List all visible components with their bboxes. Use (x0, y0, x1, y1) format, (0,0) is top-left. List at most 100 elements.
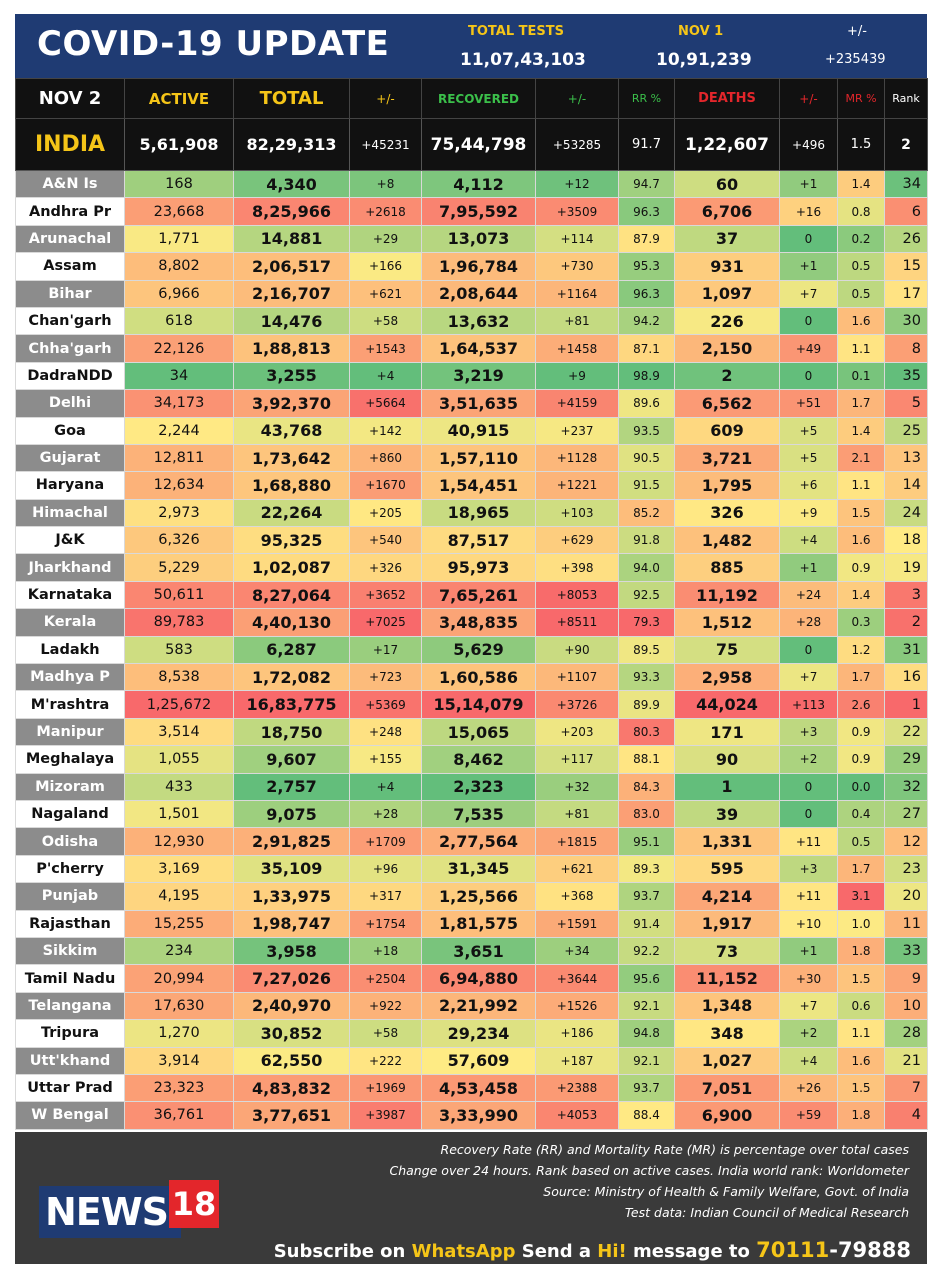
recovered-change: +1815 (535, 827, 619, 856)
rank: 14 (884, 471, 928, 500)
deaths: 44,024 (674, 690, 780, 719)
recovered: 13,073 (421, 224, 536, 254)
state-name: W Bengal (15, 1101, 125, 1130)
active-cases: 6,326 (124, 526, 234, 555)
table-row: Chan'garh 618 14,476 +58 13,632 +81 94.2 226 0 1.… (15, 306, 928, 336)
deaths: 1,512 (674, 608, 780, 637)
mortality-rate: 2.1 (837, 443, 885, 473)
deaths-change: 0 (779, 306, 838, 336)
recovered-change: +2388 (535, 1073, 619, 1103)
rank: 3 (884, 580, 928, 610)
deaths-change: 0 (779, 772, 838, 801)
state-name: Rajasthan (15, 909, 125, 938)
deaths: 885 (674, 553, 780, 582)
mortality-rate: 1.7 (837, 389, 885, 418)
recovery-rate: 87.1 (618, 334, 675, 363)
news18-logo: NEWS 18 (39, 1180, 219, 1244)
active-cases: 12,811 (124, 443, 234, 473)
active-cases: 618 (124, 306, 234, 336)
state-name: Nagaland (15, 799, 125, 829)
recovery-rate: 89.3 (618, 854, 675, 884)
deaths-change: +1 (779, 169, 838, 199)
header-date: NOV 2 (15, 78, 125, 119)
recovered: 1,81,575 (421, 909, 536, 938)
total-change: +1754 (349, 909, 422, 938)
total-change: +326 (349, 553, 422, 582)
header-mr: MR % (837, 78, 885, 119)
rank: 6 (884, 197, 928, 226)
footer-note: Change over 24 hours. Rank based on acti… (389, 1163, 909, 1178)
mortality-rate: 1.1 (837, 471, 885, 500)
table-row: Utt'khand 3,914 62,550 +222 57,609 +187 92.1 1,… (15, 1046, 928, 1075)
subscribe-text: Send a (515, 1241, 598, 1262)
table-row: Uttar Prad 23,323 4,83,832 +1969 4,53,458 +23… (15, 1073, 928, 1103)
recovery-rate: 93.7 (618, 1073, 675, 1103)
table-row: Jharkhand 5,229 1,02,087 +326 95,973 +398 94.0… (15, 553, 928, 582)
table-row: Andhra Pr 23,668 8,25,966 +2618 7,95,592 +350… (15, 197, 928, 226)
total-change: +1543 (349, 334, 422, 363)
india-total-row: INDIA 5,61,908 82,29,313 +45231 75,44,79… (15, 118, 928, 171)
deaths-change: +4 (779, 1046, 838, 1075)
active-cases: 583 (124, 635, 234, 665)
header-total: TOTAL (233, 78, 350, 119)
active-cases: 89,783 (124, 608, 234, 637)
recovered-change: +4053 (535, 1101, 619, 1130)
state-name: Arunachal (15, 224, 125, 254)
active-cases: 3,514 (124, 717, 234, 747)
total-change: +18 (349, 936, 422, 966)
deaths: 326 (674, 498, 780, 528)
table-row: W Bengal 36,761 3,77,651 +3987 3,33,990 +4053… (15, 1101, 928, 1130)
deaths-change: +1 (779, 553, 838, 582)
total-change: +922 (349, 991, 422, 1021)
state-name: Bihar (15, 279, 125, 308)
recovered: 29,234 (421, 1019, 536, 1048)
table-row: Ladakh 583 6,287 +17 5,629 +90 89.5 75 0 1.2 31 (15, 635, 928, 665)
deaths: 1,917 (674, 909, 780, 938)
recovered: 1,54,451 (421, 471, 536, 500)
state-name: Utt'khand (15, 1046, 125, 1075)
deaths: 609 (674, 416, 780, 445)
rank: 29 (884, 745, 928, 774)
total-change: +58 (349, 306, 422, 336)
total-cases: 1,98,747 (233, 909, 350, 938)
rank: 26 (884, 224, 928, 254)
recovered: 1,57,110 (421, 443, 536, 473)
deaths-change: +5 (779, 443, 838, 473)
rank: 10 (884, 991, 928, 1021)
recovered: 3,48,835 (421, 608, 536, 637)
india-rr: 91.7 (618, 118, 675, 171)
recovered-change: +3644 (535, 964, 619, 993)
mortality-rate: 1.1 (837, 1019, 885, 1048)
deaths-change: +1 (779, 936, 838, 966)
recovery-rate: 96.3 (618, 279, 675, 308)
mortality-rate: 1.6 (837, 526, 885, 555)
recovered: 40,915 (421, 416, 536, 445)
recovery-rate: 92.2 (618, 936, 675, 966)
mortality-rate: 0.6 (837, 991, 885, 1021)
active-cases: 22,126 (124, 334, 234, 363)
total-cases: 95,325 (233, 526, 350, 555)
table-row: Karnataka 50,611 8,27,064 +3652 7,65,261 +805… (15, 580, 928, 610)
active-cases: 8,538 (124, 663, 234, 692)
total-cases: 7,27,026 (233, 964, 350, 993)
table-row: Chha'garh 22,126 1,88,813 +1543 1,64,537 +145… (15, 334, 928, 363)
subscribe-text: message to (626, 1241, 757, 1262)
deaths-change: +49 (779, 334, 838, 363)
recovered: 3,33,990 (421, 1101, 536, 1130)
state-name: Ladakh (15, 635, 125, 665)
total-cases: 14,476 (233, 306, 350, 336)
mortality-rate: 1.5 (837, 498, 885, 528)
recovery-rate: 95.1 (618, 827, 675, 856)
recovery-rate: 94.7 (618, 169, 675, 199)
table-row: Haryana 12,634 1,68,880 +1670 1,54,451 +1221 9… (15, 471, 928, 500)
recovered-change: +1458 (535, 334, 619, 363)
recovered: 7,65,261 (421, 580, 536, 610)
deaths-change: +2 (779, 745, 838, 774)
deaths: 39 (674, 799, 780, 829)
total-cases: 3,255 (233, 361, 350, 391)
state-name: Delhi (15, 389, 125, 418)
state-name: Karnataka (15, 580, 125, 610)
active-cases: 1,270 (124, 1019, 234, 1048)
mortality-rate: 1.6 (837, 1046, 885, 1075)
deaths: 595 (674, 854, 780, 884)
